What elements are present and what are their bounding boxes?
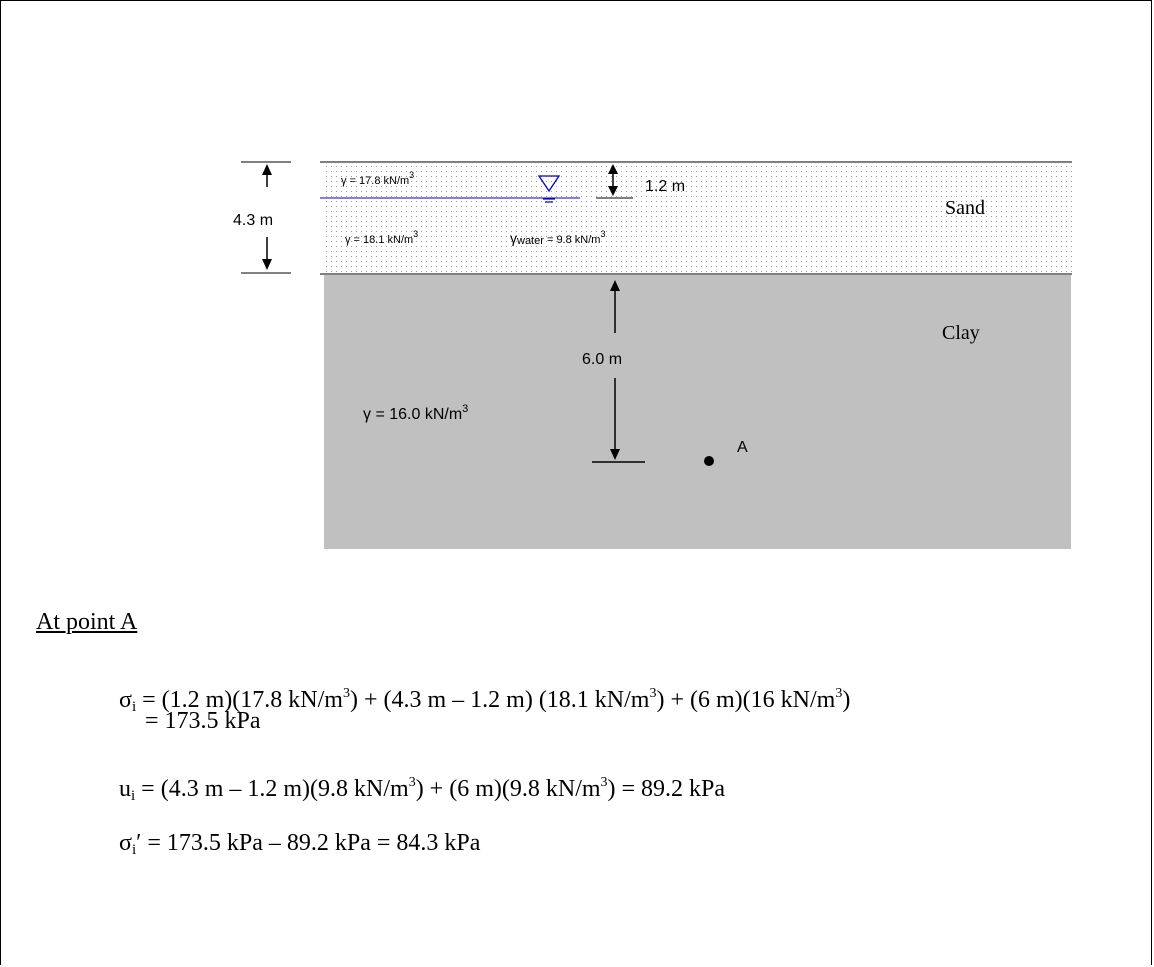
water-table-depth-dimension <box>596 164 633 199</box>
water-table-depth-label: 1.2 m <box>645 178 685 195</box>
pore-pressure-equation: ui = (4.3 m – 1.2 m)(9.8 kN/m3) + (6 m)(… <box>119 775 726 804</box>
sand-depth-label: 4.3 m <box>233 212 273 229</box>
sand-depth-dimension <box>241 161 291 274</box>
water-table-icon <box>537 175 561 203</box>
point-a-label: A <box>737 439 748 456</box>
point-a-marker <box>704 456 714 466</box>
clay-layer <box>324 275 1071 549</box>
sand-layer-label: Sand <box>945 197 985 219</box>
gamma-water-label: γwater = 9.8 kN/m3 <box>510 229 605 247</box>
total-stress-result: = 173.5 kPa <box>145 708 261 734</box>
calc-heading: At point A <box>36 609 138 635</box>
clay-depth-label: 6.0 m <box>582 351 622 368</box>
gamma-sand-above-label: γ = 17.8 kN/m3 <box>341 170 414 187</box>
gamma-clay-label: γ = 16.0 kN/m3 <box>363 403 468 423</box>
gamma-sand-below-label: γ = 18.1 kN/m3 <box>345 229 418 246</box>
sand-layer <box>322 162 1072 274</box>
total-stress-equation: σi = (1.2 m)(17.8 kN/m3) + (4.3 m – 1.2 … <box>119 686 851 715</box>
clay-depth-dimension <box>592 280 645 463</box>
soil-profile-diagram: 4.3 m 1.2 m γ = 17.8 kN/m3 γ = 18.1 kN/m… <box>233 161 1072 549</box>
clay-layer-label: Clay <box>942 322 980 344</box>
effective-stress-equation: σi′ = 173.5 kPa – 89.2 kPa = 84.3 kPa <box>119 830 481 858</box>
